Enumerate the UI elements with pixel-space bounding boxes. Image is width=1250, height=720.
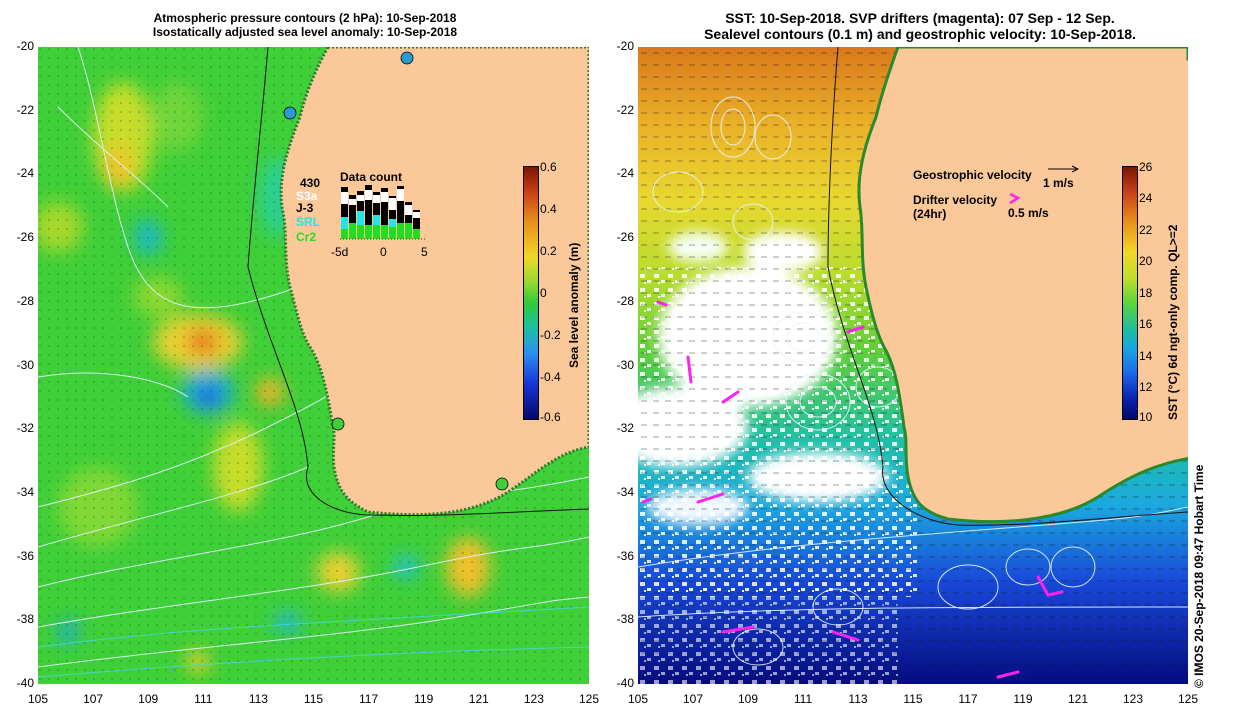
sla-colorbar-label: Sea level anomaly (m) <box>567 242 581 368</box>
imos-credit: © IMOS 20-Sep-2018 09:47 Hobart Time <box>1192 464 1206 688</box>
sst-cb-tick: 18 <box>1139 286 1153 300</box>
sst-map <box>638 47 1188 684</box>
satellite-label-430: 430 <box>300 176 321 190</box>
sst-cb-tick: 14 <box>1139 349 1153 363</box>
lat-tick-label: -24 <box>616 166 634 181</box>
lon-tick-label: 107 <box>682 692 704 706</box>
sea-level-anomaly-map <box>38 47 589 684</box>
satellite-label-j3: J-3 <box>296 201 314 215</box>
sst-cb-tick: 26 <box>1139 160 1153 174</box>
left-title-line1: Atmospheric pressure contours (2 hPa): 1… <box>153 11 457 25</box>
sla-cb-tick: 0.6 <box>540 160 557 174</box>
lon-tick-label: 105 <box>627 692 649 706</box>
sla-colorbar <box>523 166 539 420</box>
lat-tick-label: -20 <box>616 39 634 53</box>
inset-tick-5: 5 <box>421 245 428 259</box>
lon-tick-label: 125 <box>578 692 600 706</box>
sla-cb-tick: -0.4 <box>540 370 561 384</box>
right-panel-title: SST: 10-Sep-2018. SVP drifters (magenta)… <box>640 10 1200 42</box>
sla-cb-tick: -0.2 <box>540 328 561 342</box>
sla-cb-tick: 0 <box>540 286 547 300</box>
geostrophic-velocity-label: Geostrophic velocity <box>913 168 1032 182</box>
sla-cb-tick: -0.6 <box>540 410 561 424</box>
lon-tick-label: 109 <box>138 692 159 706</box>
sst-colorbar-label: SST (°C) 6d ngt-only comp. QL>=2 <box>1166 224 1180 420</box>
lat-tick-label: -40 <box>16 676 34 690</box>
lat-tick-label: -24 <box>16 166 34 181</box>
inset-tick-minus5d: -5d <box>331 245 349 259</box>
right-title-line1: SST: 10-Sep-2018. SVP drifters (magenta)… <box>725 10 1115 26</box>
lat-tick-label: -34 <box>616 484 634 499</box>
drifter-velocity-scale: 0.5 m/s <box>1008 206 1049 220</box>
drifter-velocity-sublabel: (24hr) <box>913 207 947 221</box>
lon-tick-label: 119 <box>1013 692 1033 706</box>
lat-tick-label: -32 <box>616 421 634 436</box>
lat-tick-label: -22 <box>16 102 34 117</box>
geostrophic-velocity-scale: 1 m/s <box>1043 176 1074 190</box>
satellite-label-cr2: Cr2 <box>296 230 317 244</box>
lon-tick-label: 125 <box>1177 692 1199 706</box>
lon-tick-label: 119 <box>414 692 434 706</box>
lat-tick-label: -30 <box>16 357 34 372</box>
lat-tick-label: -28 <box>16 293 34 308</box>
lon-tick-label: 123 <box>523 692 544 706</box>
lon-tick-label: 115 <box>903 692 923 706</box>
lon-tick-label: 113 <box>248 692 268 706</box>
lat-tick-label: -28 <box>616 293 634 308</box>
lat-tick-label: -30 <box>616 357 634 372</box>
sla-cb-tick: 0.2 <box>540 244 557 258</box>
lon-tick-label: 111 <box>194 692 213 706</box>
sla-cb-tick: 0.4 <box>540 202 557 216</box>
lat-tick-label: -26 <box>616 230 634 245</box>
sst-colorbar <box>1122 166 1138 420</box>
lat-tick-label: -26 <box>16 230 34 245</box>
lon-tick-label: 123 <box>1122 692 1144 706</box>
lat-tick-label: -32 <box>16 421 34 436</box>
lat-tick-label: -34 <box>16 484 34 499</box>
lon-tick-label: 107 <box>83 692 104 706</box>
sst-cb-tick: 20 <box>1139 254 1153 268</box>
lon-tick-label: 109 <box>737 692 759 706</box>
right-title-line2: Sealevel contours (0.1 m) and geostrophi… <box>704 26 1136 43</box>
lat-tick-label: -38 <box>616 612 634 627</box>
satellite-label-s3a: S3a <box>296 189 318 203</box>
lat-tick-label: -38 <box>16 612 34 627</box>
lon-tick-label: 105 <box>27 692 49 706</box>
lon-tick-label: 121 <box>468 692 489 706</box>
sst-cb-tick: 12 <box>1139 380 1153 394</box>
lat-tick-label: -36 <box>616 548 634 563</box>
left-title-line2: Isostatically adjusted sea level anomaly… <box>152 24 458 39</box>
inset-tick-0: 0 <box>380 245 387 259</box>
lon-tick-label: 117 <box>958 692 978 706</box>
left-panel-title: Atmospheric pressure contours (2 hPa): 1… <box>60 11 550 40</box>
lon-tick-label: 117 <box>359 692 379 706</box>
satellite-label-srl: SRL <box>296 215 320 229</box>
data-count-title: Data count <box>340 170 403 184</box>
lon-tick-label: 115 <box>303 692 324 706</box>
lat-tick-label: -20 <box>16 39 34 53</box>
lat-tick-label: -40 <box>616 676 634 690</box>
sst-cb-tick: 24 <box>1139 191 1153 205</box>
lat-tick-label: -36 <box>16 548 34 563</box>
sst-cb-tick: 16 <box>1139 317 1153 331</box>
sst-cb-tick: 10 <box>1139 410 1153 424</box>
lon-tick-label: 113 <box>848 692 868 706</box>
drifter-velocity-label: Drifter velocity <box>913 193 998 207</box>
lat-tick-label: -22 <box>616 102 634 117</box>
lon-tick-label: 121 <box>1067 692 1089 706</box>
lon-tick-label: 111 <box>793 692 813 706</box>
sst-cb-tick: 22 <box>1139 223 1153 237</box>
